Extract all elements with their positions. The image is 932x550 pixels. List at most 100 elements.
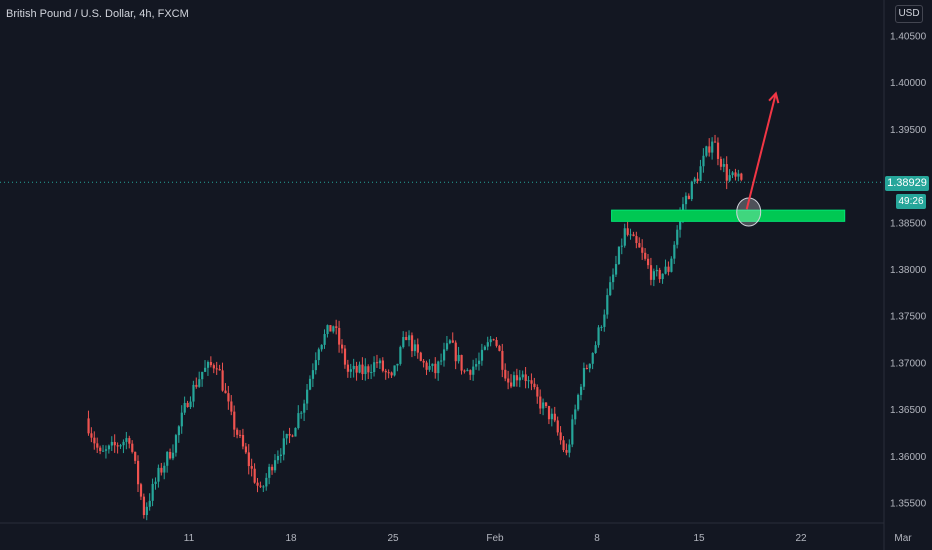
candle xyxy=(247,444,250,475)
candle xyxy=(652,268,656,287)
candle xyxy=(169,448,172,460)
candle xyxy=(451,332,454,344)
candle xyxy=(96,437,99,453)
candle xyxy=(512,371,516,387)
candle xyxy=(510,374,513,389)
arrow-head-icon xyxy=(768,91,780,104)
candle xyxy=(550,408,554,427)
candle xyxy=(399,345,402,366)
candle xyxy=(498,344,501,352)
candle xyxy=(230,395,233,416)
candle xyxy=(702,148,705,173)
candle xyxy=(501,343,504,378)
y-axis[interactable]: 1.40500 1.40000 1.39500 1.38500 1.38000 1.375… xyxy=(890,31,927,509)
candle xyxy=(419,351,422,362)
candle xyxy=(358,361,361,374)
candle xyxy=(119,443,122,449)
candle xyxy=(291,434,294,438)
candle xyxy=(413,339,417,357)
candle xyxy=(99,445,102,455)
candle xyxy=(443,342,446,367)
candle xyxy=(644,248,647,261)
candle xyxy=(600,325,603,332)
candle xyxy=(361,357,364,381)
candle xyxy=(375,354,379,368)
candle xyxy=(603,309,606,332)
candle xyxy=(571,414,574,448)
candle xyxy=(137,455,140,493)
y-tick-label: 1.36500 xyxy=(890,405,927,416)
candle xyxy=(346,359,350,378)
candle xyxy=(725,156,728,190)
candle xyxy=(428,359,431,372)
candle xyxy=(393,365,396,377)
candle xyxy=(294,427,297,437)
candle xyxy=(244,442,248,455)
candle xyxy=(195,377,198,389)
arrow-line[interactable] xyxy=(745,93,777,210)
last-price-tag: 1.38929 xyxy=(885,176,929,191)
candle xyxy=(204,360,207,373)
candle xyxy=(332,325,335,334)
candle xyxy=(276,450,280,464)
candle xyxy=(139,482,143,501)
candle xyxy=(317,347,320,366)
candle xyxy=(410,332,414,358)
candle xyxy=(253,463,256,484)
candle xyxy=(416,338,419,359)
candle xyxy=(562,436,565,453)
candle xyxy=(734,168,737,181)
candle xyxy=(664,259,667,275)
candle xyxy=(206,360,210,376)
candle xyxy=(623,223,626,248)
candle xyxy=(163,462,166,480)
candle xyxy=(314,352,317,375)
candle xyxy=(448,339,452,345)
candle xyxy=(530,373,533,391)
candle xyxy=(483,345,486,351)
candle xyxy=(480,343,484,366)
candle-countdown-tag: 49:26 xyxy=(896,194,926,209)
candle xyxy=(335,319,338,335)
currency-button[interactable]: USD xyxy=(895,5,923,23)
candle xyxy=(166,451,169,473)
candle xyxy=(711,137,714,160)
candle xyxy=(125,431,128,450)
candle xyxy=(533,377,536,390)
candle xyxy=(515,368,519,387)
support-zone[interactable] xyxy=(611,209,846,222)
candle xyxy=(612,268,615,290)
candle xyxy=(542,398,545,416)
candle xyxy=(273,454,277,473)
candle xyxy=(142,493,146,519)
x-axis[interactable]: 11 18 25 Feb 8 15 22 Mar xyxy=(184,533,912,544)
candle xyxy=(396,363,399,372)
candle xyxy=(256,477,259,493)
candle xyxy=(437,360,440,381)
candle xyxy=(338,320,341,353)
candle xyxy=(714,134,717,143)
candle xyxy=(466,368,469,372)
candle xyxy=(521,370,524,380)
y-tick-label: 1.37500 xyxy=(890,312,927,323)
candle xyxy=(148,493,151,511)
candle xyxy=(670,256,673,273)
y-tick-label: 1.40500 xyxy=(890,31,927,42)
candle xyxy=(661,273,664,284)
candle xyxy=(699,159,702,182)
candle xyxy=(122,439,125,454)
y-tick-label: 1.38000 xyxy=(890,265,927,276)
y-tick-label: 1.35500 xyxy=(890,498,927,509)
candle xyxy=(373,356,376,377)
candle xyxy=(728,169,731,183)
candle xyxy=(128,435,131,449)
x-tick-label: 25 xyxy=(387,533,399,544)
x-tick-label: Mar xyxy=(894,533,912,544)
candle xyxy=(311,363,315,388)
candle xyxy=(186,400,189,408)
x-tick-label: 15 xyxy=(693,533,705,544)
candle xyxy=(731,171,734,179)
candle xyxy=(568,439,571,458)
candle xyxy=(647,254,650,269)
